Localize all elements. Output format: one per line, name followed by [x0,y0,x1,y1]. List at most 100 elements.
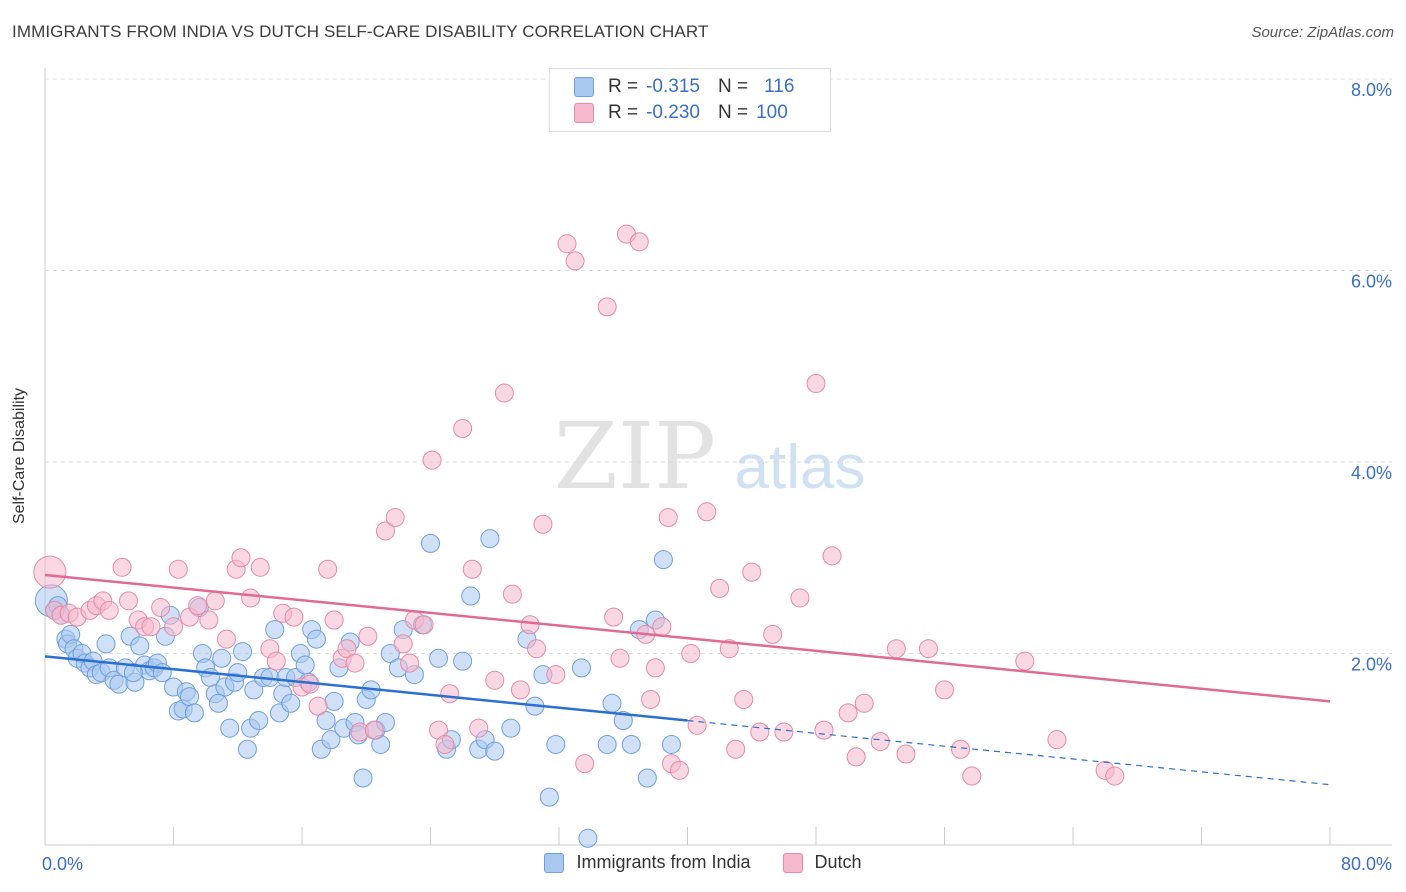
y-tick-label: 6.0% [1351,272,1392,292]
dutch-point [575,754,595,774]
dutch-point [462,559,482,579]
legend-n-value: 116 [764,76,795,97]
trend-lines [44,573,1331,786]
india-point [324,691,344,711]
india-point [353,768,373,788]
legend-item-india[interactable]: Immigrants from India [544,852,751,873]
dutch-point [604,607,624,627]
india-point [316,711,336,731]
india-point [578,828,598,848]
legend-r-value: -0.230 [646,102,700,123]
dutch-point [726,739,746,759]
dutch-point [806,373,826,393]
dutch-point [645,658,665,678]
dutch-point [414,615,434,635]
india-point [321,730,341,750]
dutch-point [774,722,794,742]
dutch-point [846,747,866,767]
legend-row-india: R = -0.315 N = 116 [574,75,794,99]
dutch-point [112,557,132,577]
dutch-point [918,639,938,659]
india-point [233,642,253,662]
x-tick-label: 80.0% [1341,854,1392,874]
y-tick-label: 2.0% [1351,655,1392,675]
series-dutch-points [33,224,1125,786]
dutch-point [141,617,161,637]
dutch-point [710,578,730,598]
dutch-point [734,689,754,709]
dutch-point [750,722,770,742]
dutch-point [119,591,139,611]
dutch-point [364,720,384,740]
chart-title: IMMIGRANTS FROM INDIA VS DUTCH SELF-CARE… [12,22,709,41]
legend-n-label: N = [717,102,749,123]
legend-swatch-dutch [574,103,594,123]
india-point [281,693,301,713]
india-point [653,550,673,570]
dutch-point [962,766,982,786]
india-point [485,741,505,761]
dutch-point [502,584,522,604]
dutch-point [597,297,617,317]
legend-item-dutch[interactable]: Dutch [782,852,862,873]
india-point [306,629,326,649]
dutch-point [453,418,473,438]
dutch-point [546,665,566,685]
dutch-point [494,383,514,403]
dutch-point [1015,651,1035,671]
legend-label-india: Immigrants from India [576,852,751,872]
dutch-point [681,644,701,663]
dutch-point [697,502,717,522]
india-trend-extension [687,719,1331,786]
legend-r-value: -0.315 [646,76,700,97]
axes [44,68,1392,846]
india-point [265,620,285,640]
india-point [429,648,449,668]
india-point [295,655,315,675]
dutch-point [376,521,396,541]
dutch-point [308,696,328,716]
india-point [539,787,559,807]
dutch-point [822,546,842,566]
dutch-point [951,739,971,759]
india-point [621,734,641,754]
india-point [380,644,400,663]
dutch-point [763,624,783,644]
dutch-point [205,591,225,611]
dutch-point [652,617,672,637]
dutch-point [358,626,378,646]
india-point [571,658,591,678]
dutch-point [188,596,208,616]
dutch-point [870,732,890,752]
dutch-point [527,639,547,659]
india-point [637,768,657,788]
y-axis-label: Self-Care Disability [11,387,28,525]
dutch-point [610,648,630,668]
watermark: ZIP atlas [554,403,866,510]
dutch-point [324,610,344,630]
gridlines [45,78,1392,654]
dutch-point [164,617,183,637]
dutch-point [565,251,585,271]
dutch-point [33,555,67,589]
india-point [546,734,566,754]
dutch-point [385,508,405,528]
dutch-point [151,598,171,618]
india-point [453,651,473,671]
india-point [96,634,116,654]
dutch-point [485,670,505,690]
dutch-point [337,639,357,659]
india-trend-line [44,655,688,722]
dutch-point [886,639,906,659]
india-point [130,636,150,656]
dutch-point [533,514,553,534]
india-point [461,586,481,606]
dutch-point [687,715,707,735]
dutch-point [742,562,762,582]
legend-swatch-india [544,852,565,873]
dutch-point [520,615,540,635]
dutch-point [99,600,119,620]
india-point [237,739,257,759]
x-tick-label: 0.0% [42,854,83,874]
dutch-point [629,232,649,252]
